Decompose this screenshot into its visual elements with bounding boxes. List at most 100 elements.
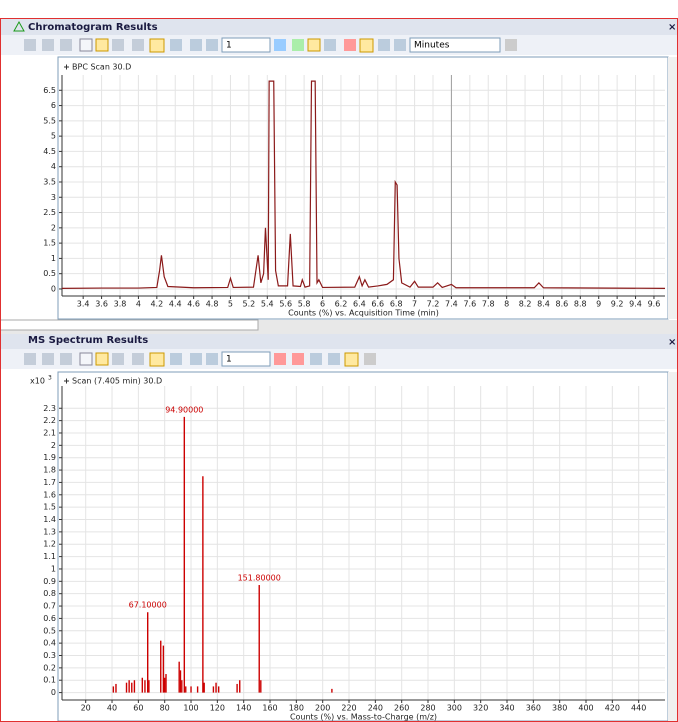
x-tick-label: 7.8 bbox=[482, 300, 495, 309]
y-tick-label: 0.4 bbox=[43, 639, 56, 648]
y-tick-label: 0 bbox=[51, 688, 56, 697]
x-tick-label: 100 bbox=[183, 704, 198, 713]
x-tick-label: 8.2 bbox=[519, 300, 532, 309]
step-value: 1 bbox=[226, 41, 232, 51]
y-tick-label: 3.5 bbox=[43, 177, 56, 186]
y-tick-label: 5.5 bbox=[43, 116, 56, 125]
x-tick-label: 5.8 bbox=[298, 300, 311, 309]
y-tick-label: 5 bbox=[51, 132, 56, 141]
chart-title: BPC Scan 30.D bbox=[72, 63, 131, 72]
x-tick-label: 4.2 bbox=[150, 300, 163, 309]
y-tick-label: 2.1 bbox=[43, 428, 56, 437]
y-tick-label: 4.5 bbox=[43, 147, 56, 156]
x-tick-label: 180 bbox=[289, 704, 304, 713]
x-tick-label: 8.6 bbox=[556, 300, 569, 309]
x-tick-label: 6 bbox=[320, 300, 325, 309]
y-tick-label: 0.2 bbox=[43, 663, 56, 672]
x-tick-label: 200 bbox=[315, 704, 330, 713]
y-multiplier-exponent: 3 bbox=[48, 375, 52, 382]
x-tick-label: 240 bbox=[368, 704, 383, 713]
y-tick-label: 4 bbox=[51, 162, 56, 171]
x-tick-label: 6.8 bbox=[390, 300, 403, 309]
x-tick-label: 7.4 bbox=[445, 300, 458, 309]
chart-panel bbox=[57, 56, 669, 320]
step-dropdown[interactable] bbox=[221, 37, 271, 53]
y-tick-label: 0.5 bbox=[43, 269, 56, 278]
trace bbox=[61, 80, 666, 289]
peak-label: 67.10000 bbox=[129, 601, 167, 610]
x-tick-label: 420 bbox=[605, 704, 620, 713]
x-tick-label: 40 bbox=[107, 704, 117, 713]
x-tick-label: 6.4 bbox=[353, 300, 366, 309]
scrollbar[interactable] bbox=[668, 57, 678, 319]
y-tick-label: 0.6 bbox=[43, 614, 56, 623]
expand-icon bbox=[64, 378, 69, 384]
tab-edge bbox=[0, 319, 259, 331]
x-tick-label: 260 bbox=[394, 704, 409, 713]
x-tick-label: 60 bbox=[133, 704, 143, 713]
x-tick-label: 6.6 bbox=[371, 300, 384, 309]
y-tick-label: 0.1 bbox=[43, 676, 56, 685]
y-tick-label: 0.5 bbox=[43, 626, 56, 635]
y-tick-label: 0.7 bbox=[43, 602, 56, 611]
y-tick-label: 2 bbox=[51, 223, 56, 232]
x-tick-label: 7.6 bbox=[463, 300, 476, 309]
step-dropdown[interactable] bbox=[221, 351, 271, 367]
y-multiplier: x10 bbox=[30, 377, 45, 386]
x-tick-label: 160 bbox=[262, 704, 277, 713]
x-axis-label: Counts (%) vs. Acquisition Time (min) bbox=[288, 309, 439, 318]
y-tick-label: 1.4 bbox=[43, 515, 56, 524]
x-tick-label: 9 bbox=[596, 300, 601, 309]
x-tick-label: 4 bbox=[136, 300, 141, 309]
x-tick-label: 20 bbox=[81, 704, 91, 713]
y-tick-label: 1 bbox=[51, 564, 56, 573]
x-tick-label: 9.6 bbox=[648, 300, 661, 309]
x-tick-label: 300 bbox=[447, 704, 462, 713]
y-tick-label: 0.9 bbox=[43, 577, 56, 586]
close-button[interactable]: × bbox=[668, 337, 676, 348]
toolbar-icons[interactable] bbox=[24, 38, 517, 53]
x-tick-label: 7.2 bbox=[427, 300, 440, 309]
step-value: 1 bbox=[226, 355, 232, 365]
units-dropdown[interactable] bbox=[409, 37, 501, 53]
expand-icon bbox=[64, 64, 69, 70]
y-tick-label: 1.8 bbox=[43, 466, 56, 475]
x-tick-label: 8.8 bbox=[574, 300, 587, 309]
window-icon bbox=[13, 20, 25, 32]
x-tick-label: 380 bbox=[552, 704, 567, 713]
y-tick-label: 3 bbox=[51, 193, 56, 202]
chart-title: Scan (7.405 min) 30.D bbox=[72, 377, 162, 386]
toolbar-icons[interactable] bbox=[24, 352, 376, 367]
y-tick-label: 2.5 bbox=[43, 208, 56, 217]
x-tick-label: 5.4 bbox=[261, 300, 274, 309]
close-button[interactable]: × bbox=[668, 22, 676, 33]
peak-label: 94.90000 bbox=[165, 405, 203, 414]
x-tick-label: 8 bbox=[504, 300, 509, 309]
x-tick-label: 3.8 bbox=[114, 300, 127, 309]
x-tick-label: 3.6 bbox=[95, 300, 108, 309]
x-tick-label: 280 bbox=[420, 704, 435, 713]
window-title: Chromatogram Results bbox=[28, 22, 158, 33]
x-tick-label: 360 bbox=[526, 704, 541, 713]
x-tick-label: 220 bbox=[341, 704, 356, 713]
y-tick-label: 6.5 bbox=[43, 86, 56, 95]
y-tick-label: 1.2 bbox=[43, 540, 56, 549]
x-tick-label: 400 bbox=[578, 704, 593, 713]
x-tick-label: 3.4 bbox=[77, 300, 90, 309]
x-tick-label: 320 bbox=[473, 704, 488, 713]
y-tick-label: 1.5 bbox=[43, 503, 56, 512]
y-tick-label: 0.3 bbox=[43, 651, 56, 660]
x-tick-label: 5 bbox=[228, 300, 233, 309]
y-tick-label: 1.3 bbox=[43, 527, 56, 536]
chart-panel bbox=[57, 371, 669, 722]
x-tick-label: 4.8 bbox=[206, 300, 219, 309]
y-tick-label: 1.1 bbox=[43, 552, 56, 561]
y-tick-label: 2.3 bbox=[43, 404, 56, 413]
x-tick-label: 9.2 bbox=[611, 300, 624, 309]
scrollbar[interactable] bbox=[668, 372, 678, 721]
x-axis-label: Counts (%) vs. Mass-to-Charge (m/z) bbox=[290, 713, 437, 722]
x-tick-label: 5.6 bbox=[279, 300, 292, 309]
x-tick-label: 120 bbox=[210, 704, 225, 713]
y-tick-label: 1.6 bbox=[43, 490, 56, 499]
